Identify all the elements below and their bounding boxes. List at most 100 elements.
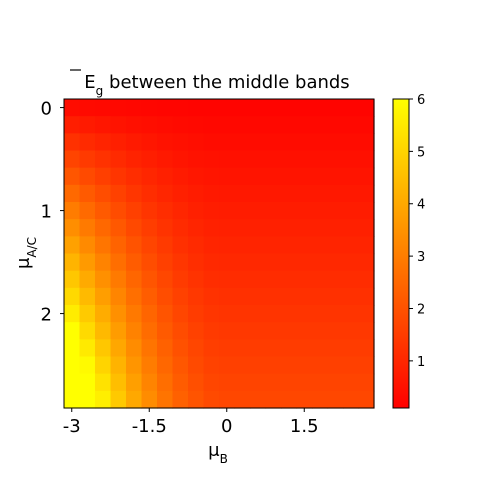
heatmap-cell	[95, 99, 112, 117]
heatmap-cell	[234, 253, 251, 272]
heatmap-cell	[265, 270, 282, 289]
heatmap-cell	[296, 339, 313, 358]
heatmap-cell	[157, 322, 174, 340]
heatmap-cell	[234, 184, 251, 203]
chart-title-subscript: g	[96, 84, 104, 98]
heatmap-cell	[188, 287, 205, 306]
heatmap-cell	[281, 287, 298, 306]
heatmap-cell	[95, 339, 112, 358]
x-tick-label: -1.5	[132, 416, 167, 437]
heatmap-cell	[358, 356, 375, 375]
heatmap-cell	[79, 390, 96, 409]
heatmap-cell	[79, 305, 96, 323]
heatmap-cell	[281, 116, 298, 134]
heatmap-cell	[219, 116, 236, 134]
heatmap-cell	[343, 202, 360, 220]
heatmap-cell	[79, 150, 96, 169]
heatmap-cell	[126, 270, 143, 289]
heatmap-cell	[203, 184, 220, 203]
heatmap-cell	[110, 253, 127, 272]
heatmap-cell	[296, 150, 313, 169]
heatmap-cell	[327, 339, 344, 358]
heatmap-cell	[219, 322, 236, 340]
heatmap-cell	[296, 356, 313, 375]
heatmap-cell	[327, 133, 344, 152]
heatmap-cell	[296, 287, 313, 306]
heatmap-cell	[110, 202, 127, 220]
heatmap-cell	[172, 202, 189, 220]
heatmap-cell	[327, 373, 344, 392]
heatmap-cell	[110, 116, 127, 134]
heatmap-cell	[343, 356, 360, 375]
heatmap-cell	[141, 167, 158, 186]
heatmap-cell	[188, 253, 205, 272]
heatmap-cell	[188, 305, 205, 323]
heatmap-cell	[312, 356, 329, 375]
heatmap-cell	[141, 184, 158, 203]
heatmap-cell	[203, 287, 220, 306]
heatmap-cell	[219, 339, 236, 358]
heatmap-cell	[265, 322, 282, 340]
heatmap-cell	[358, 270, 375, 289]
heatmap-cell	[358, 202, 375, 220]
heatmap-cell	[343, 339, 360, 358]
heatmap-cell	[343, 373, 360, 392]
heatmap-cell	[203, 339, 220, 358]
heatmap-cell	[281, 236, 298, 255]
heatmap-cell	[126, 184, 143, 203]
heatmap-cell	[327, 150, 344, 169]
heatmap-cell	[188, 219, 205, 237]
heatmap-cell	[79, 356, 96, 375]
heatmap-cell	[250, 390, 267, 409]
heatmap-cell	[64, 202, 81, 220]
heatmap-cell	[327, 322, 344, 340]
heatmap-cell	[188, 270, 205, 289]
heatmap-cell	[95, 270, 112, 289]
heatmap-cell	[172, 373, 189, 392]
y-axis-label: μA/C	[13, 237, 39, 269]
heatmap-cell	[157, 270, 174, 289]
heatmap-cell	[265, 219, 282, 237]
heatmap-cell	[265, 305, 282, 323]
heatmap-cell	[265, 116, 282, 134]
colorbar-tick-label: 1	[417, 355, 425, 370]
heatmap-cell	[265, 390, 282, 409]
heatmap-cell	[110, 373, 127, 392]
heatmap-cell	[265, 236, 282, 255]
heatmap-cell	[312, 167, 329, 186]
heatmap-cell	[219, 390, 236, 409]
heatmap-cell	[95, 287, 112, 306]
heatmap-cell	[265, 99, 282, 117]
heatmap-cell	[203, 390, 220, 409]
heatmap-cell	[327, 184, 344, 203]
heatmap-cell	[79, 167, 96, 186]
heatmap-cell	[312, 253, 329, 272]
heatmap-cell	[296, 133, 313, 152]
heatmap-cell	[79, 253, 96, 272]
heatmap-cell	[157, 202, 174, 220]
heatmap-cell	[64, 99, 81, 117]
heatmap-cell	[141, 116, 158, 134]
heatmap-cell	[157, 305, 174, 323]
x-axis-label-subscript: B	[220, 452, 228, 466]
heatmap-cell	[64, 373, 81, 392]
heatmap-cell	[203, 270, 220, 289]
heatmap-cell	[110, 133, 127, 152]
heatmap-cell	[358, 390, 375, 409]
heatmap-cell	[172, 150, 189, 169]
heatmap-cell	[234, 390, 251, 409]
heatmap-cell	[64, 356, 81, 375]
heatmap-cell	[281, 150, 298, 169]
heatmap-cell	[95, 219, 112, 237]
heatmap-cell	[203, 305, 220, 323]
heatmap-cell	[327, 390, 344, 409]
heatmap-cell	[188, 373, 205, 392]
heatmap-cell	[110, 219, 127, 237]
heatmap-cell	[95, 305, 112, 323]
heatmap-cell	[219, 287, 236, 306]
heatmap-cell	[157, 167, 174, 186]
heatmap-cell	[126, 305, 143, 323]
heatmap-cell	[110, 305, 127, 323]
heatmap-cell	[157, 99, 174, 117]
